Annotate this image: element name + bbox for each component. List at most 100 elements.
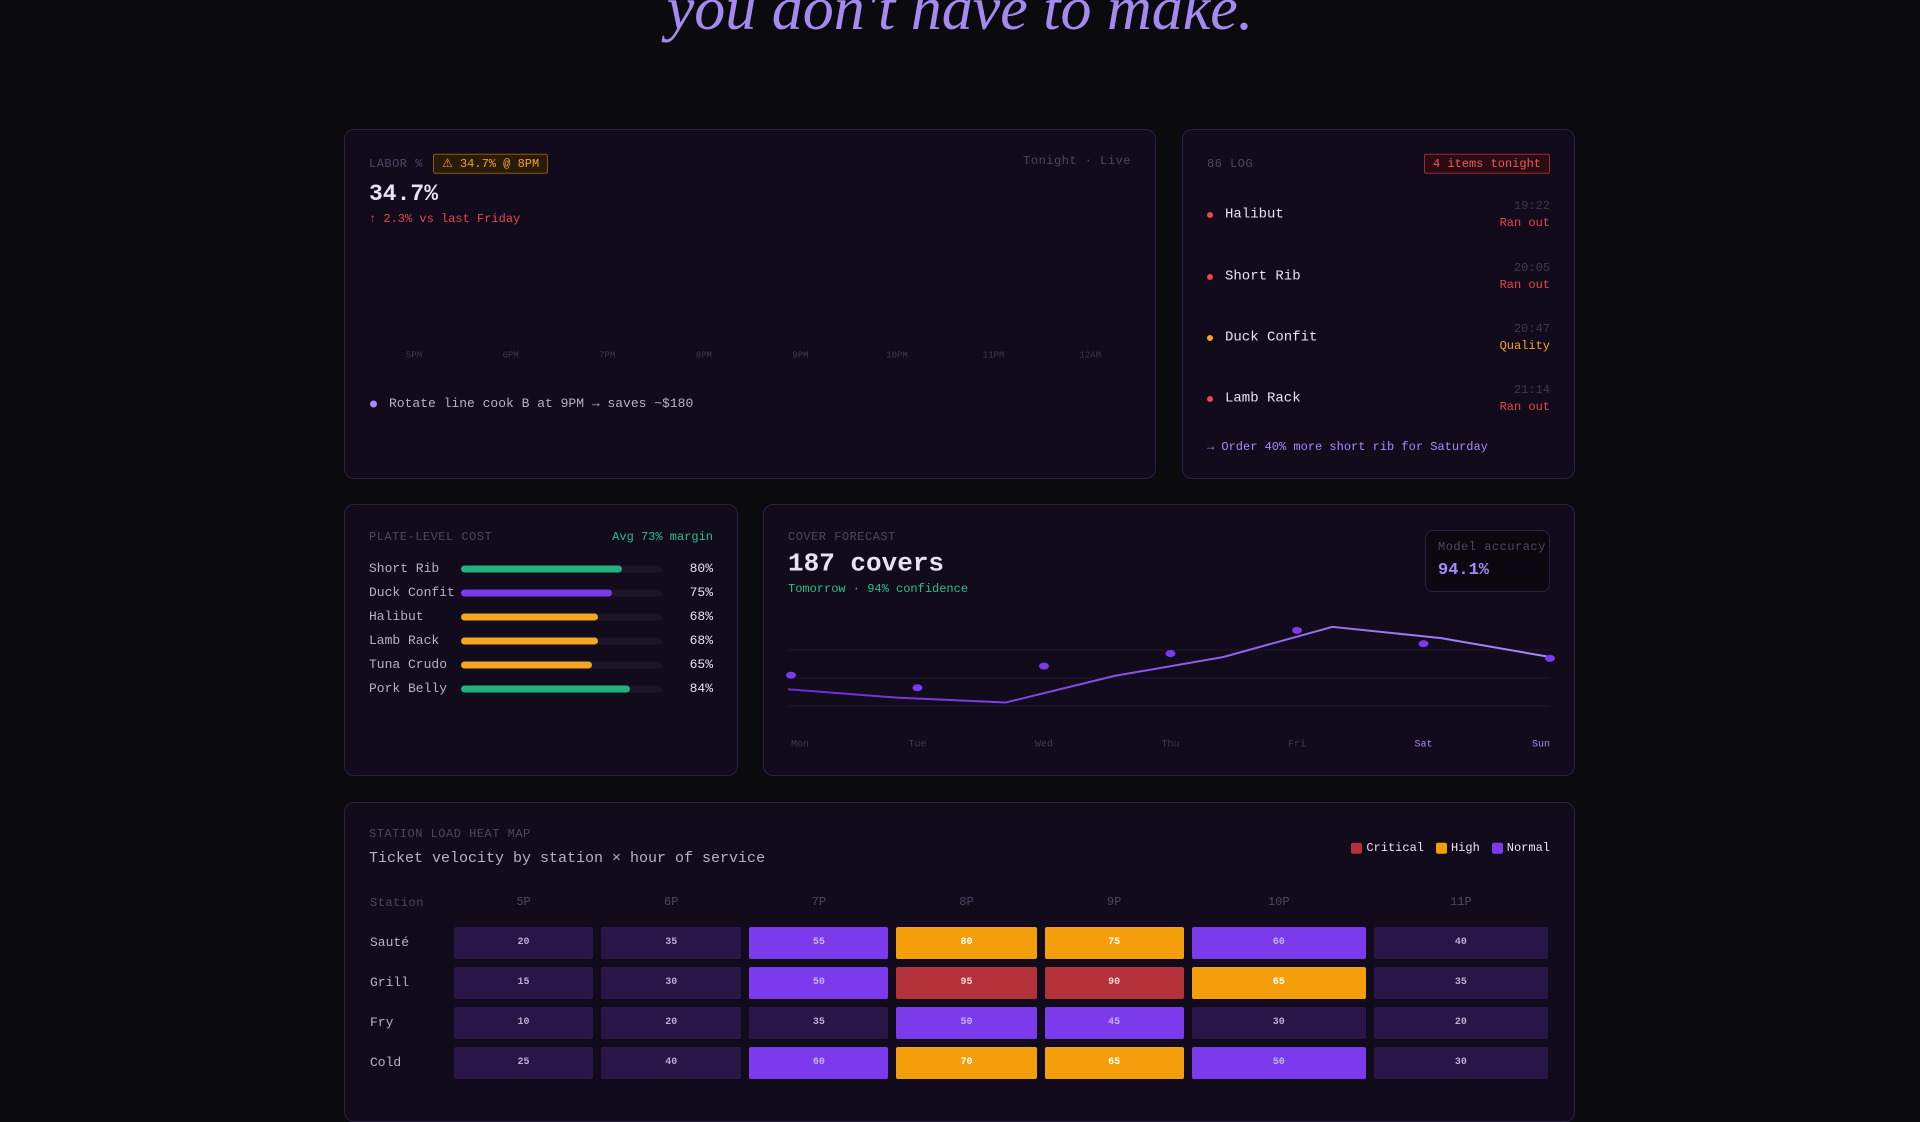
heat-row: 20 35 55 80 75 60 40: [454, 927, 1548, 959]
bar-track: [461, 589, 662, 597]
item-name: Halibut: [369, 609, 424, 625]
subtitle: Tomorrow · 94% confidence: [788, 581, 969, 596]
accuracy-box: Model accuracy 94.1%: [1425, 530, 1550, 592]
day-label: Sat: [1414, 740, 1432, 751]
value-label: 84%: [689, 681, 713, 697]
heat-cell: 30: [1191, 1007, 1366, 1039]
forecast-point: [912, 684, 923, 692]
hour-label: 8PM: [695, 350, 712, 361]
value-label: 80%: [689, 561, 713, 577]
station-name: Grill: [370, 975, 410, 991]
subtitle: Ticket velocity by station × hour of ser…: [369, 850, 766, 867]
day-label: Mon: [791, 740, 809, 751]
hour-label: 10P: [1267, 895, 1290, 909]
item-name: Short Rib: [1225, 268, 1301, 285]
status: Tonight · Live: [1023, 153, 1131, 168]
forecast-point: [1165, 650, 1176, 657]
bar: [461, 685, 630, 693]
status-dot: [1207, 212, 1213, 218]
heat-cell: 95: [896, 967, 1037, 999]
hour-label: 8P: [959, 895, 974, 909]
heat-cell: 50: [1191, 1047, 1366, 1079]
hour-label: 12AM: [1079, 350, 1101, 361]
item-status: Ran out: [1499, 399, 1550, 414]
heat-cell: 20: [454, 927, 594, 959]
status-dot: [1207, 396, 1213, 402]
card-label: PLATE-LEVEL COST: [369, 529, 493, 544]
bar: [461, 589, 612, 597]
forecast-point: [786, 671, 796, 679]
recommendation: → Order 40% more short rib for Saturday: [1207, 439, 1488, 454]
bar-track: [461, 565, 662, 573]
legend-item: High: [1435, 840, 1480, 855]
item-name: Short Rib: [369, 561, 440, 577]
heat-cell: 65: [1191, 967, 1366, 999]
item-status: Quality: [1499, 338, 1550, 353]
labor-card: LABOR % ⚠ 34.7% @ 8PM Tonight · Live 34.…: [344, 129, 1156, 479]
heat-cell: 25: [454, 1047, 594, 1079]
forecast-point: [1039, 662, 1049, 670]
hero-title: you don't have to make.: [666, 0, 1254, 43]
hour-label: 6PM: [502, 350, 519, 361]
legend: Critical High Normal: [1351, 841, 1550, 855]
heat-cell: 40: [1373, 927, 1548, 959]
value-label: 65%: [689, 657, 713, 673]
heatmap-card: STATION LOAD HEAT MAP Ticket velocity by…: [344, 802, 1575, 1122]
item-name: Lamb Rack: [369, 633, 440, 649]
tip: Rotate line cook B at 9PM → saves ~$180: [389, 396, 694, 412]
accuracy-label: Model accuracy: [1438, 539, 1546, 554]
hour-label: 9P: [1106, 895, 1122, 909]
item-time: 20:05: [1513, 260, 1550, 275]
hour-label: 5P: [516, 895, 531, 909]
metric-value: 187 covers: [788, 548, 945, 579]
hour-label: 5PM: [405, 350, 423, 361]
page: you don't have to make. LABOR % ⚠ 34.7% …: [344, 0, 1575, 1122]
heat-cell: 50: [749, 967, 889, 999]
heat-cell: 40: [601, 1047, 742, 1079]
item-time: 21:14: [1513, 382, 1550, 397]
forecast-point: [1545, 654, 1555, 662]
item-name: Halibut: [1225, 206, 1284, 223]
item-name: Lamb Rack: [1225, 390, 1301, 407]
station-name: Cold: [370, 1055, 402, 1071]
item-time: 20:47: [1513, 321, 1550, 336]
forecast-point: [1292, 626, 1302, 634]
heat-cell: 70: [896, 1047, 1037, 1079]
forecast-chart: Mon Tue Wed Thu Fri Sat Sun: [786, 625, 1555, 751]
card-label: COVER FORECAST: [788, 529, 896, 544]
count-badge: 4 items tonight: [1423, 153, 1550, 175]
item-name: Tuna Crudo: [369, 657, 448, 673]
summary: Avg 73% margin: [612, 529, 713, 544]
legend-swatch: [1435, 842, 1447, 854]
hour-label: 7PM: [599, 350, 616, 361]
day-label: Sun: [1532, 740, 1550, 751]
heat-cell: 90: [1044, 967, 1184, 999]
status-dot: [1207, 335, 1213, 341]
legend-swatch: [1491, 842, 1503, 854]
card-label: 86 LOG: [1207, 156, 1254, 171]
legend-swatch: [1351, 842, 1363, 854]
heat-cell: 60: [749, 1047, 889, 1079]
heat-cell: 30: [601, 967, 742, 999]
legend-item: Normal: [1491, 841, 1550, 855]
heat-row: 25 40 60 70 65 50 30: [454, 1047, 1548, 1079]
legend-label: Critical: [1366, 840, 1424, 855]
day-label: Wed: [1035, 739, 1053, 751]
value-label: 68%: [689, 633, 713, 649]
alert-badge: ⚠ 34.7% @ 8PM: [433, 153, 549, 175]
heat-cell: 35: [601, 927, 742, 959]
bar-track: [461, 661, 662, 669]
day-label: Thu: [1161, 739, 1179, 751]
day-label: Tue: [908, 740, 926, 751]
tip-dot: [370, 400, 377, 408]
heat-cell: 35: [1373, 967, 1548, 999]
delta: ↑ 2.3% vs last Friday: [369, 211, 521, 226]
legend-label: High: [1450, 840, 1480, 855]
heat-cell: 35: [749, 1007, 889, 1039]
value-label: 75%: [689, 585, 713, 601]
heat-cell: 80: [896, 927, 1037, 959]
hour-label: 11PM: [982, 350, 1005, 361]
plate-cost-card: PLATE-LEVEL COST Avg 73% margin Short Ri…: [344, 504, 738, 776]
legend-item: Critical: [1351, 841, 1424, 855]
corner-label: Station: [370, 895, 424, 910]
